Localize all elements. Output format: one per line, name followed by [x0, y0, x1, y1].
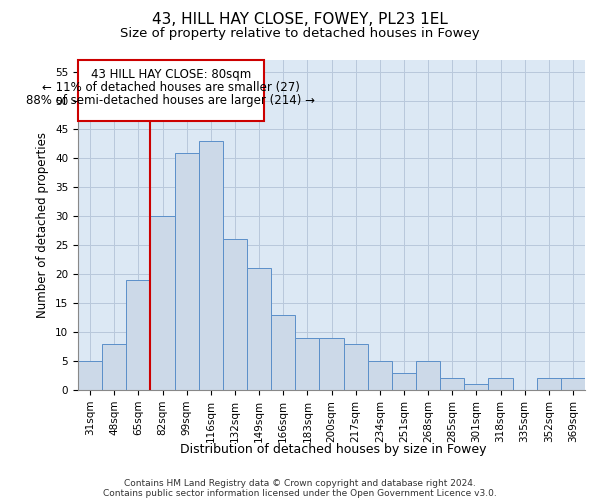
- Bar: [78, 361, 102, 390]
- FancyBboxPatch shape: [78, 60, 264, 121]
- Text: Contains public sector information licensed under the Open Government Licence v3: Contains public sector information licen…: [103, 488, 497, 498]
- Bar: [561, 378, 585, 390]
- Bar: [295, 338, 319, 390]
- Text: 88% of semi-detached houses are larger (214) →: 88% of semi-detached houses are larger (…: [26, 94, 316, 108]
- Text: Size of property relative to detached houses in Fowey: Size of property relative to detached ho…: [120, 28, 480, 40]
- Bar: [488, 378, 512, 390]
- Bar: [319, 338, 344, 390]
- Bar: [199, 141, 223, 390]
- Text: Distribution of detached houses by size in Fowey: Distribution of detached houses by size …: [180, 442, 486, 456]
- Text: 43 HILL HAY CLOSE: 80sqm: 43 HILL HAY CLOSE: 80sqm: [91, 68, 251, 80]
- Bar: [102, 344, 126, 390]
- Bar: [344, 344, 368, 390]
- Bar: [537, 378, 561, 390]
- Bar: [392, 372, 416, 390]
- Bar: [151, 216, 175, 390]
- Bar: [223, 240, 247, 390]
- Bar: [464, 384, 488, 390]
- Text: Contains HM Land Registry data © Crown copyright and database right 2024.: Contains HM Land Registry data © Crown c…: [124, 478, 476, 488]
- Bar: [416, 361, 440, 390]
- Bar: [271, 314, 295, 390]
- Bar: [126, 280, 151, 390]
- Text: 43, HILL HAY CLOSE, FOWEY, PL23 1EL: 43, HILL HAY CLOSE, FOWEY, PL23 1EL: [152, 12, 448, 28]
- Y-axis label: Number of detached properties: Number of detached properties: [37, 132, 49, 318]
- Bar: [440, 378, 464, 390]
- Bar: [175, 152, 199, 390]
- Bar: [247, 268, 271, 390]
- Text: ← 11% of detached houses are smaller (27): ← 11% of detached houses are smaller (27…: [42, 81, 300, 94]
- Bar: [368, 361, 392, 390]
